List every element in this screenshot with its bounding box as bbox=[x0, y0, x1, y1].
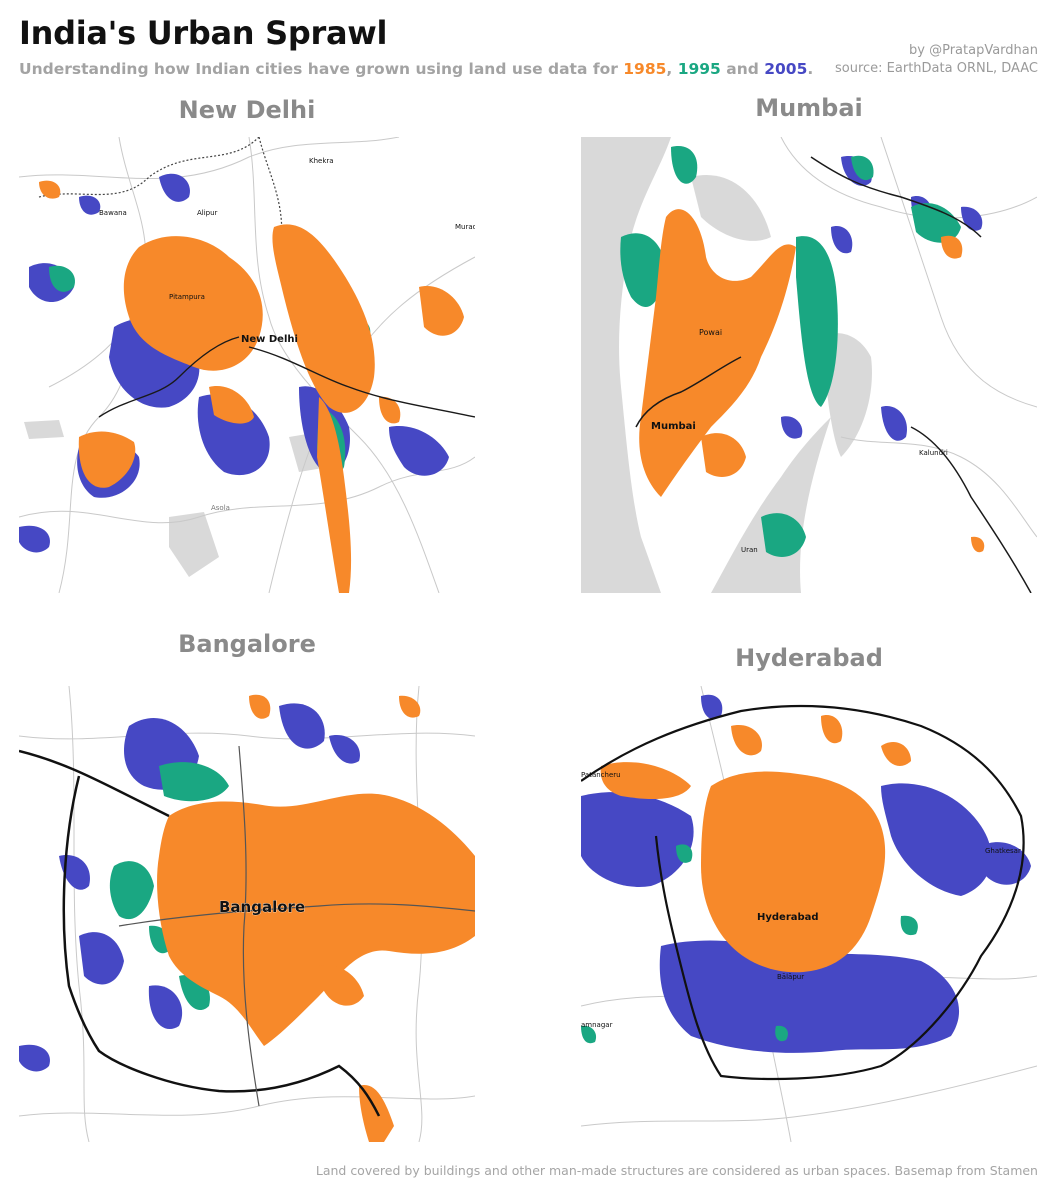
bangalore-ring-road bbox=[19, 749, 381, 1117]
delhi-label-center: New Delhi bbox=[241, 334, 298, 345]
source-credit: source: EarthData ORNL, DAAC bbox=[835, 61, 1038, 76]
map-title-mumbai: Mumbai bbox=[755, 94, 863, 122]
mumbai-minor-roads bbox=[780, 137, 1037, 538]
mumbai-label-kalundri: Kalundri bbox=[919, 449, 948, 457]
map-delhi: New Delhi Khekra Bawana Alipur Pitampura… bbox=[19, 137, 475, 593]
hyderabad-label-center: Hyderabad bbox=[757, 912, 819, 923]
map-title-hyderabad: Hyderabad bbox=[735, 644, 883, 672]
delhi-label-alipur: Alipur bbox=[197, 209, 218, 217]
delhi-highways bbox=[98, 336, 475, 418]
subtitle-separator: and bbox=[720, 60, 765, 78]
credit-block: by @PratapVardhan source: EarthData ORNL… bbox=[835, 42, 1038, 78]
map-mumbai-canvas: Mumbai Powai Kalundri Uran bbox=[581, 137, 1037, 593]
subtitle-prefix: Understanding how Indian cities have gro… bbox=[19, 60, 624, 78]
bangalore-urban-1985 bbox=[157, 694, 475, 1142]
mumbai-urban-1985 bbox=[639, 209, 985, 553]
hyderabad-label-patancheru: Patancheru bbox=[581, 771, 621, 779]
map-title-bangalore: Bangalore bbox=[178, 630, 316, 658]
legend-year-2005: 2005 bbox=[764, 60, 808, 78]
delhi-label-asola: Asola bbox=[211, 504, 230, 512]
mumbai-label-powai: Powai bbox=[699, 328, 722, 337]
hyderabad-urban-1995 bbox=[581, 844, 918, 1044]
delhi-label-bawana: Bawana bbox=[99, 209, 127, 217]
page-subtitle: Understanding how Indian cities have gro… bbox=[19, 60, 813, 78]
bangalore-label-center: Bangalore bbox=[219, 898, 305, 916]
mumbai-label-uran: Uran bbox=[741, 546, 758, 554]
mumbai-label-center: Mumbai bbox=[651, 421, 696, 432]
subtitle-suffix: . bbox=[807, 60, 814, 78]
bangalore-minor-roads bbox=[19, 686, 475, 1142]
delhi-urban-1985 bbox=[39, 180, 464, 593]
bangalore-arterials bbox=[118, 745, 475, 1107]
mumbai-urban-1995 bbox=[620, 146, 961, 557]
delhi-water bbox=[24, 420, 329, 577]
hyderabad-urban-1985 bbox=[600, 715, 911, 973]
hyderabad-outer-ring-road bbox=[581, 704, 1025, 1081]
footer-note: Land covered by buildings and other man-… bbox=[315, 1163, 1038, 1178]
legend-year-1995: 1995 bbox=[677, 60, 721, 78]
map-bangalore: Bangalore bbox=[19, 686, 475, 1142]
hyderabad-label-ghatkesar: Ghatkesar bbox=[985, 847, 1021, 855]
page-title: India's Urban Sprawl bbox=[19, 14, 388, 52]
map-mumbai: Mumbai Powai Kalundri Uran bbox=[581, 137, 1037, 593]
map-hyderabad-canvas: Hyderabad Bālāpur Patancheru Ghatkesar a… bbox=[581, 686, 1037, 1142]
mumbai-highways bbox=[635, 156, 1032, 593]
map-delhi-canvas: New Delhi Khekra Bawana Alipur Pitampura… bbox=[19, 137, 475, 593]
map-title-delhi: New Delhi bbox=[178, 96, 316, 124]
map-bangalore-canvas: Bangalore bbox=[19, 686, 475, 1142]
bangalore-urban-2005 bbox=[19, 703, 360, 1072]
subtitle-separator: , bbox=[666, 60, 678, 78]
hyderabad-label-balapur: Bālāpur bbox=[777, 973, 804, 981]
hyderabad-label-amnagar: amnagar bbox=[581, 1021, 613, 1029]
hyderabad-urban-2005 bbox=[581, 694, 1031, 1053]
map-hyderabad: Hyderabad Bālāpur Patancheru Ghatkesar a… bbox=[581, 686, 1037, 1142]
legend-year-1985: 1985 bbox=[623, 60, 667, 78]
author-credit: by @PratapVardhan bbox=[909, 43, 1038, 58]
delhi-label-khekra: Khekra bbox=[309, 157, 334, 165]
delhi-label-muradnagar: Murad bbox=[455, 223, 475, 231]
delhi-border bbox=[38, 137, 283, 258]
delhi-label-pitampura: Pitampura bbox=[169, 293, 205, 301]
